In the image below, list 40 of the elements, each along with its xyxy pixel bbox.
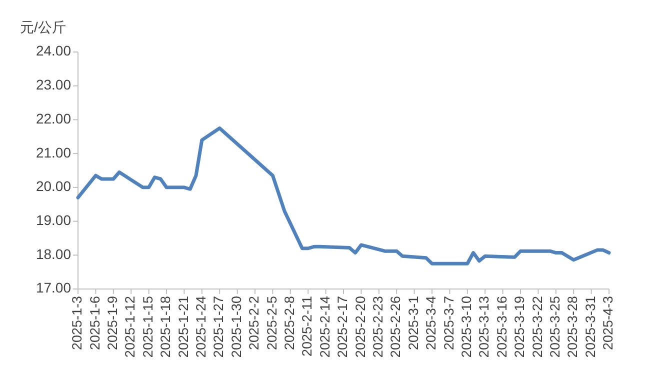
x-tick-label: 2025-3-25 xyxy=(547,296,562,358)
x-tick-label: 2025-4-3 xyxy=(600,296,616,350)
y-axis-title: 元/公斤 xyxy=(20,19,66,35)
x-tick-label: 2025-1-6 xyxy=(87,296,102,350)
x-tick-label: 2025-2-20 xyxy=(352,296,368,358)
x-tick-label: 2025-1-18 xyxy=(158,296,174,358)
y-tick-label: 19.00 xyxy=(36,212,72,228)
x-tick-label: 2025-1-24 xyxy=(193,296,208,358)
x-tick-label: 2025-1-21 xyxy=(176,296,191,358)
x-tick-label: 2025-1-3 xyxy=(70,296,85,350)
y-tick-label: 20.00 xyxy=(36,178,72,194)
x-tick-label: 2025-3-13 xyxy=(476,296,492,358)
x-tick-label: 2025-2-17 xyxy=(335,296,350,358)
x-tick-label: 2025-2-2 xyxy=(246,296,262,350)
x-tick-label: 2025-3-1 xyxy=(406,296,421,350)
x-tick-label: 2025-2-14 xyxy=(317,296,332,358)
x-tick-label: 2025-3-4 xyxy=(424,296,439,350)
y-tick-label: 17.00 xyxy=(36,280,72,296)
y-tick-label: 24.00 xyxy=(36,42,72,59)
x-tick-label: 2025-3-19 xyxy=(512,296,528,358)
x-tick-label: 2025-3-7 xyxy=(441,296,456,350)
x-tick-label: 2025-1-12 xyxy=(122,296,138,358)
x-tick-label: 2025-3-28 xyxy=(565,296,580,358)
y-tick-label: 22.00 xyxy=(36,110,72,126)
x-tick-label: 2025-2-23 xyxy=(370,296,386,358)
y-tick-label: 18.00 xyxy=(36,246,72,262)
y-tick-label: 23.00 xyxy=(36,76,72,93)
x-tick-label: 2025-1-27 xyxy=(211,296,226,358)
x-tick-label: 2025-1-15 xyxy=(140,296,156,358)
x-tick-label: 2025-3-22 xyxy=(530,296,545,358)
x-tick-label: 2025-2-26 xyxy=(388,296,404,358)
x-tick-label: 2025-2-5 xyxy=(264,296,280,350)
y-tick-label: 21.00 xyxy=(36,144,72,160)
x-tick-label: 2025-2-11 xyxy=(300,296,315,357)
x-tick-label: 2025-1-30 xyxy=(228,296,244,358)
x-tick-label: 2025-1-9 xyxy=(104,296,120,350)
x-tick-label: 2025-2-8 xyxy=(282,296,297,350)
x-tick-label: 2025-3-10 xyxy=(458,296,474,358)
x-tick-label: 2025-3-16 xyxy=(494,296,510,358)
x-tick-label: 2025-3-31 xyxy=(582,296,598,358)
